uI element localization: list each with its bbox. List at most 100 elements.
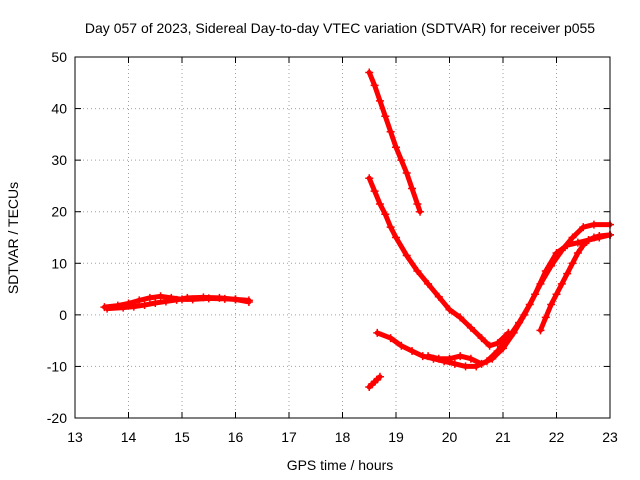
data-point — [375, 372, 384, 381]
data-point — [434, 354, 443, 363]
data-point — [386, 127, 395, 136]
x-tick-label: 15 — [174, 429, 190, 445]
data-point — [381, 112, 390, 121]
data-point — [172, 295, 181, 304]
data-point — [461, 362, 470, 371]
axis-ticks: 13 14 15 16 17 18 19 20 21 22 23 -20 -10 0 10 20 30 40 50 — [47, 49, 618, 445]
x-tick-label: 23 — [602, 429, 618, 445]
data-point — [552, 248, 561, 257]
data-point — [397, 341, 406, 350]
data-point — [416, 207, 425, 216]
data-point — [103, 304, 112, 313]
x-tick-label: 16 — [228, 429, 244, 445]
data-point — [595, 231, 604, 240]
data-point — [568, 233, 577, 242]
data-point — [466, 354, 475, 363]
y-tick-label: 30 — [51, 152, 67, 168]
data-point — [140, 301, 149, 310]
x-tick-label: 22 — [549, 429, 565, 445]
y-tick-label: 20 — [51, 204, 67, 220]
data-point — [579, 223, 588, 232]
data-point — [365, 174, 374, 183]
data-point — [445, 354, 454, 363]
data-point — [541, 267, 550, 276]
data-point — [408, 184, 417, 193]
data-point — [547, 300, 556, 309]
data-point — [402, 251, 411, 260]
y-tick-label: -10 — [47, 358, 67, 374]
data-point — [402, 169, 411, 178]
y-axis-title: SDTVAR / TECUs — [5, 182, 21, 294]
data-point — [477, 334, 486, 343]
x-tick-label: 14 — [121, 429, 137, 445]
data-point — [552, 290, 561, 299]
data-point — [488, 354, 497, 363]
data-point — [536, 326, 545, 335]
data-point — [456, 313, 465, 322]
y-tick-label: 40 — [51, 101, 67, 117]
data-point — [370, 81, 379, 90]
data-point — [531, 290, 540, 299]
data-point — [424, 279, 433, 288]
data-point — [397, 156, 406, 165]
y-tick-label: -20 — [47, 410, 67, 426]
data-point — [135, 296, 144, 305]
data-point — [129, 302, 138, 311]
x-tick-label: 18 — [335, 429, 351, 445]
data-point — [375, 96, 384, 105]
data-point — [509, 328, 518, 337]
data-point — [424, 352, 433, 361]
data-point — [413, 267, 422, 276]
data-point — [183, 293, 192, 302]
data-point — [231, 295, 240, 304]
data-point — [161, 297, 170, 306]
data-point — [199, 293, 208, 302]
y-tick-label: 10 — [51, 255, 67, 271]
data-point — [370, 187, 379, 196]
x-tick-label: 13 — [67, 429, 83, 445]
data-point — [392, 143, 400, 152]
data-point — [386, 223, 395, 232]
data-point — [541, 313, 550, 322]
data-point — [477, 359, 486, 368]
data-point — [456, 352, 465, 361]
data-point — [434, 292, 443, 301]
data-point — [156, 292, 165, 301]
data-point — [579, 241, 588, 250]
data-point — [365, 68, 374, 77]
data-point — [589, 233, 598, 242]
data-point — [151, 298, 160, 307]
data-point — [413, 199, 422, 208]
data-point — [392, 233, 400, 242]
data-point — [215, 293, 224, 302]
x-axis-title: GPS time / hours — [287, 457, 394, 473]
data-point — [573, 238, 582, 247]
x-tick-label: 21 — [495, 429, 511, 445]
data-point — [244, 297, 253, 306]
data-point — [584, 236, 593, 245]
data-point — [466, 323, 475, 332]
data-point — [145, 293, 154, 302]
data-point — [386, 334, 395, 343]
data-point — [563, 269, 572, 278]
data-point — [450, 359, 459, 368]
data-point — [568, 259, 577, 268]
data-point — [499, 344, 507, 353]
data-point — [557, 279, 566, 288]
data-point — [520, 310, 529, 319]
data-point — [408, 346, 417, 355]
y-tick-label: 50 — [51, 49, 67, 65]
data-point — [493, 339, 502, 348]
x-tick-label: 19 — [388, 429, 404, 445]
data-points — [100, 68, 614, 392]
data-point — [589, 220, 598, 229]
data-point — [375, 199, 384, 208]
x-tick-label: 20 — [442, 429, 458, 445]
y-tick-label: 0 — [59, 307, 67, 323]
data-point — [381, 210, 390, 219]
chart-title: Day 057 of 2023, Sidereal Day-to-day VTE… — [85, 20, 595, 36]
data-point — [373, 328, 382, 337]
data-point — [573, 248, 582, 257]
